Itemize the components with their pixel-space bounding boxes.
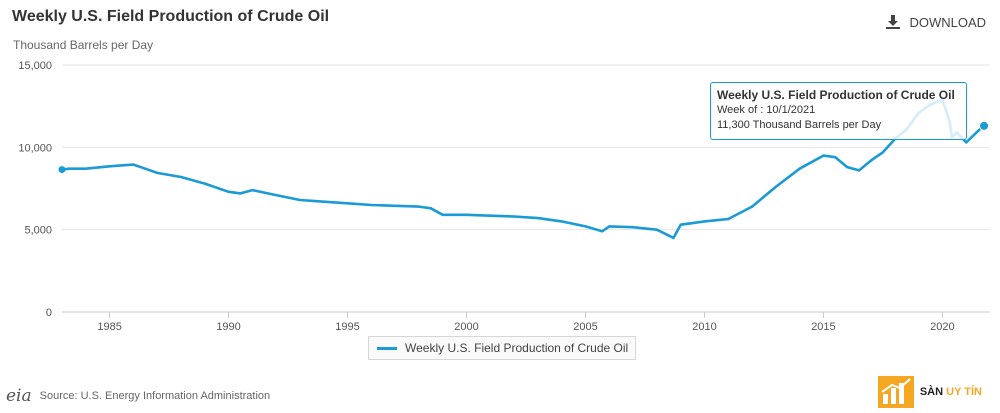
data-point	[108, 165, 111, 168]
data-point	[346, 202, 349, 205]
data-point	[869, 159, 873, 162]
data-point	[834, 156, 837, 159]
legend-label: Weekly U.S. Field Production of Crude Oi…	[405, 341, 629, 355]
data-point	[512, 215, 516, 218]
data-point	[655, 228, 659, 231]
data-point	[156, 171, 159, 175]
download-button[interactable]: DOWNLOAD	[885, 14, 986, 30]
data-point	[857, 169, 861, 172]
data-point	[417, 205, 421, 208]
data-point	[393, 204, 397, 207]
data-point	[203, 182, 206, 185]
data-point	[965, 141, 968, 144]
brand-name: SÀN UY TÍN	[919, 386, 982, 398]
data-point	[489, 214, 492, 217]
source-text: Source: U.S. Energy Information Administ…	[39, 390, 271, 402]
data-point	[798, 167, 801, 170]
legend-swatch	[377, 346, 397, 350]
y-axis-ticks: 0 5,000 10,000 15,000	[18, 60, 52, 319]
grid-lines	[62, 64, 990, 313]
x-axis-ticks: 1985 1990 1995 2000 2005 2010 2015 2020	[97, 312, 955, 333]
x-tick-label: 2000	[454, 321, 478, 333]
data-point	[672, 236, 675, 240]
y-tick-label: 0	[46, 307, 52, 319]
download-icon	[886, 15, 901, 29]
x-tick-label: 1985	[97, 321, 121, 333]
download-label: DOWNLOAD	[909, 14, 986, 30]
x-tick-label: 2020	[930, 321, 954, 333]
bar-chart-icon	[877, 376, 914, 408]
x-tick-label: 1990	[216, 321, 240, 333]
y-tick-label: 15,000	[18, 60, 52, 72]
data-point	[465, 213, 468, 216]
x-tick-label: 2010	[692, 321, 716, 333]
data-point	[84, 167, 88, 170]
data-point	[251, 188, 254, 192]
data-point	[703, 220, 706, 223]
data-tooltip: Weekly U.S. Field Production of Crude Oi…	[710, 82, 967, 140]
y-tick-label: 10,000	[18, 142, 52, 154]
tooltip-value: 11,300 Thousand Barrels per Day	[717, 119, 882, 131]
data-point	[976, 129, 980, 133]
data-point	[370, 203, 373, 207]
tooltip-week: Week of : 10/1/2021	[717, 104, 816, 116]
data-point	[727, 217, 730, 221]
data-point	[179, 175, 183, 179]
x-tick-label: 1995	[335, 321, 359, 333]
data-point	[822, 154, 825, 157]
source-note: eia Source: U.S. Energy Information Admi…	[6, 386, 270, 406]
legend[interactable]: Weekly U.S. Field Production of Crude Oi…	[368, 336, 636, 360]
data-point	[846, 165, 849, 169]
x-tick-label: 2005	[573, 321, 597, 333]
data-point	[298, 198, 302, 202]
data-point	[227, 190, 230, 193]
x-tick-label: 2015	[811, 321, 835, 333]
data-point	[322, 200, 325, 203]
data-point	[608, 225, 611, 228]
series-start-marker	[58, 166, 66, 174]
hover-marker	[979, 120, 990, 131]
eia-logo: eia	[6, 386, 32, 406]
data-point	[584, 225, 587, 228]
data-point	[67, 167, 71, 170]
data-point	[536, 216, 540, 220]
brand-logo: SÀN UY TÍN	[877, 376, 982, 408]
data-point	[144, 167, 147, 170]
data-point	[560, 220, 563, 223]
data-point	[750, 205, 754, 208]
y-tick-label: 5,000	[24, 225, 52, 237]
data-point	[631, 226, 635, 229]
data-point	[132, 163, 135, 166]
data-point	[441, 213, 444, 216]
y-axis-unit-label: Thousand Barrels per Day	[13, 38, 154, 52]
chart-title: Weekly U.S. Field Production of Crude Oi…	[12, 8, 330, 25]
data-point	[881, 151, 885, 154]
data-point	[429, 207, 432, 210]
data-point	[679, 223, 682, 226]
data-point	[275, 193, 278, 197]
data-point	[774, 185, 777, 189]
data-point	[600, 230, 604, 233]
data-point	[239, 192, 242, 195]
tooltip-title: Weekly U.S. Field Production of Crude Oi…	[717, 88, 955, 102]
